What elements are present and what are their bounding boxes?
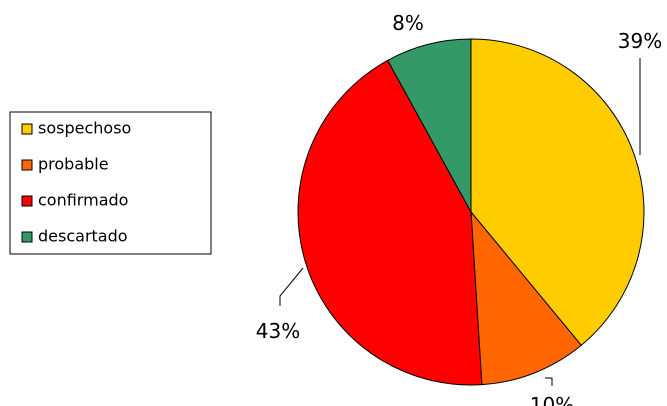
pie-slice [470, 210, 582, 386]
legend: sospechoso probable confirmado descartado [21, 119, 131, 246]
legend-swatch [21, 195, 33, 207]
leader-line [279, 267, 304, 306]
data-label: 39% [618, 29, 662, 53]
legend-swatch [21, 123, 33, 135]
legend-label: sospechoso [38, 119, 131, 138]
data-label: 10% [530, 393, 574, 406]
leader-line [545, 377, 553, 386]
pie: 39% 10% 43% 8% [256, 11, 662, 406]
data-label: 43% [256, 319, 300, 343]
legend-label: probable [38, 155, 109, 174]
pie-slice [297, 59, 483, 386]
data-label: 8% [392, 11, 424, 35]
legend-swatch [21, 159, 33, 171]
pie-slice [386, 38, 472, 213]
pie-slice [470, 38, 645, 347]
legend-label: confirmado [38, 191, 128, 210]
legend-swatch [21, 231, 33, 243]
legend-box [9, 111, 212, 255]
legend-label: descartado [38, 227, 128, 246]
